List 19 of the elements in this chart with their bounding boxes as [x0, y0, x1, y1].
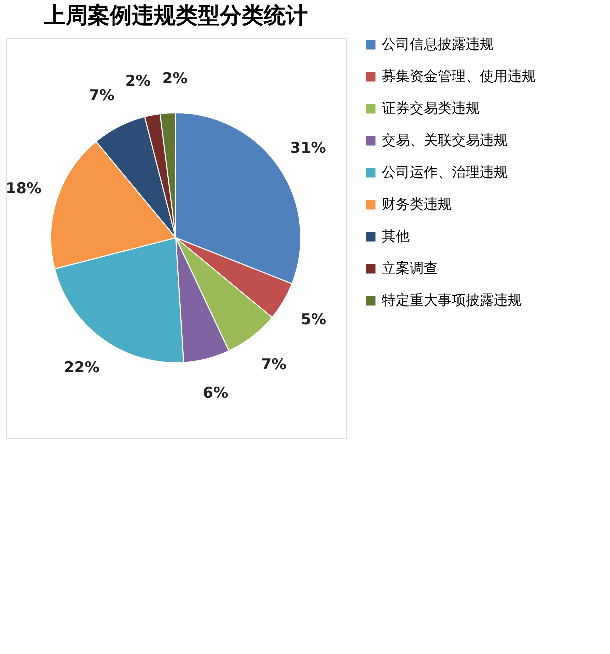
legend-label: 证券交易类违规	[382, 101, 480, 117]
data-label: 5%	[300, 310, 326, 328]
legend-label: 立案调查	[382, 260, 438, 277]
legend-label: 公司信息披露违规	[382, 37, 494, 53]
legend-label: 财务类违规	[382, 197, 452, 213]
data-label: 7%	[261, 355, 287, 374]
legend-label: 特定重大事项披露违规	[382, 293, 522, 309]
legend-label: 募集资金管理、使用违规	[382, 69, 536, 85]
chart-title: 上周案例违规类型分类统计	[43, 3, 308, 29]
data-label: 18%	[6, 180, 42, 198]
legend-label: 交易、关联交易违规	[382, 133, 508, 149]
legend-label: 其他	[382, 229, 410, 245]
data-label: 2%	[162, 69, 188, 88]
data-label: 7%	[89, 86, 115, 104]
data-label: 22%	[64, 358, 100, 376]
data-label: 6%	[203, 384, 229, 402]
data-label: 2%	[125, 72, 151, 90]
legend-label: 公司运作、治理违规	[382, 165, 508, 181]
data-label: 31%	[290, 139, 326, 158]
